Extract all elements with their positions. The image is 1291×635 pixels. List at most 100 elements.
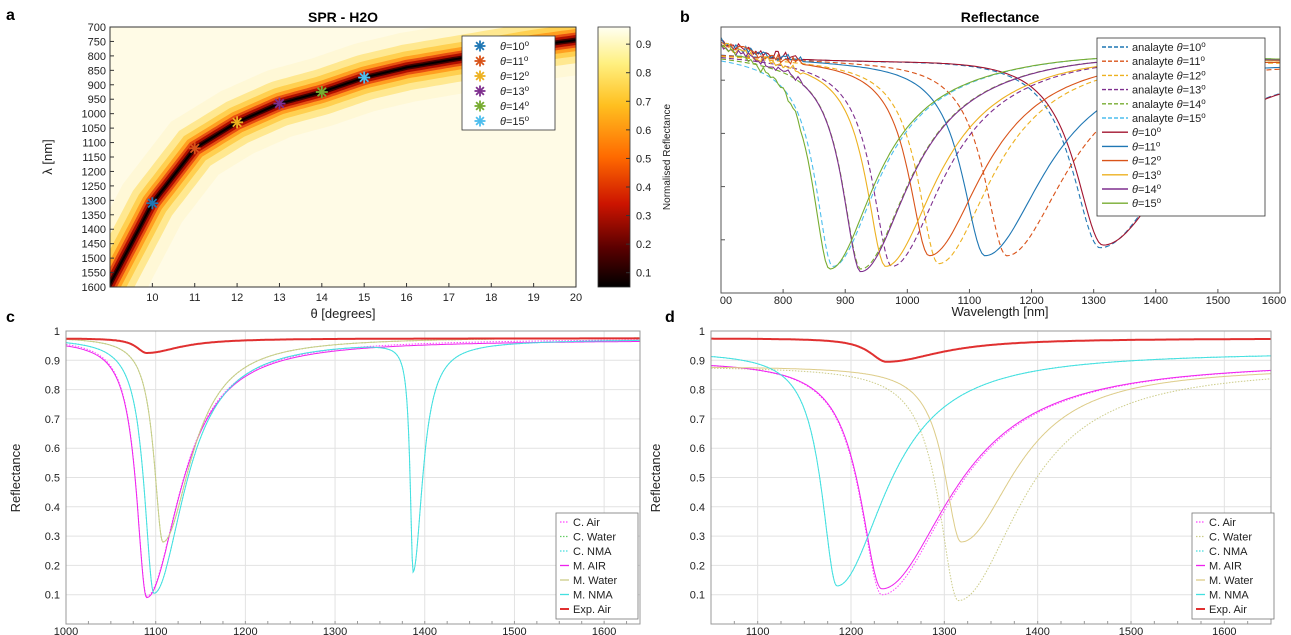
panel-c-reflectance: 0.1 0.2 0.3 0.4 0.5 0.6 0.7 0.8 0.9 1 1000 1100 120… bbox=[8, 326, 641, 635]
legend-label: C. Water bbox=[573, 532, 616, 544]
panel-label-c: c bbox=[6, 309, 15, 326]
series-line bbox=[711, 366, 1271, 543]
legend-label: analayte θ=14o bbox=[1132, 97, 1206, 111]
y-tick-label: 0.2 bbox=[690, 560, 705, 572]
y-tick-label: 0.8 bbox=[45, 385, 60, 397]
chart-b-xlabel: Wavelength [nm] bbox=[951, 304, 1048, 319]
colorbar-tick-label: 0.7 bbox=[636, 96, 651, 108]
series-line bbox=[66, 337, 640, 354]
legend-label: M. AIR bbox=[573, 561, 606, 573]
legend-label: θ=15o bbox=[1132, 196, 1162, 210]
star-marker bbox=[188, 142, 201, 155]
x-tick-label: 1500 bbox=[1206, 295, 1230, 307]
y-tick-label: 800 bbox=[88, 51, 106, 63]
colorbar-tick-label: 0.1 bbox=[636, 268, 651, 280]
y-tick-label: 1 bbox=[699, 326, 705, 338]
x-tick-label: 1400 bbox=[413, 626, 437, 635]
legend-star bbox=[474, 115, 486, 127]
chart-d-frame bbox=[710, 330, 1272, 625]
y-tick-label: 0.9 bbox=[690, 355, 705, 367]
legend-label: M. NMA bbox=[1209, 590, 1249, 602]
legend-star bbox=[474, 55, 486, 67]
chart-c-ylabel: Reflectance bbox=[8, 444, 23, 513]
x-tick-label: 12 bbox=[231, 292, 243, 304]
legend-star bbox=[474, 85, 486, 97]
chart-c-y-ticks: 0.1 0.2 0.3 0.4 0.5 0.6 0.7 0.8 0.9 1 bbox=[45, 326, 60, 602]
chart-d-ylabel: Reflectance bbox=[648, 444, 663, 513]
legend-label: C. Air bbox=[573, 517, 600, 529]
series-line bbox=[711, 337, 1271, 363]
y-tick-label: 0.7 bbox=[45, 414, 60, 426]
legend-label: analayte θ=12o bbox=[1132, 68, 1206, 82]
star-marker bbox=[273, 97, 286, 110]
legend-label: M. Water bbox=[1209, 575, 1254, 587]
legend-label: θ=12o bbox=[1132, 154, 1162, 168]
x-tick-label: 1000 bbox=[895, 295, 919, 307]
colorbar-tick-label: 0.8 bbox=[636, 68, 651, 80]
y-tick-label: 0.4 bbox=[690, 502, 705, 514]
x-tick-label: 19 bbox=[528, 292, 540, 304]
x-tick-label: 18 bbox=[485, 292, 497, 304]
legend-label: analayte θ=15o bbox=[1132, 111, 1206, 125]
y-tick-label: 0.5 bbox=[690, 473, 705, 485]
y-tick-label: 1000 bbox=[82, 109, 106, 121]
chart-d-legend: C. Air C. Water C. NMA M. AIR M. Water M. NMA… bbox=[1191, 512, 1275, 620]
x-tick-label: 1600 bbox=[592, 626, 616, 635]
y-tick-label: 1400 bbox=[82, 224, 106, 236]
chart-b-title: Reflectance bbox=[961, 9, 1040, 25]
y-tick-label: 0.7 bbox=[690, 414, 705, 426]
x-tick-label: 1500 bbox=[1119, 626, 1143, 635]
y-tick-label: 0.1 bbox=[45, 590, 60, 602]
y-tick-label: 0.1 bbox=[690, 590, 705, 602]
legend-label: C. NMA bbox=[573, 546, 612, 558]
y-tick-label: 1550 bbox=[82, 268, 106, 280]
y-tick-label: 0.8 bbox=[690, 385, 705, 397]
chart-b-frame bbox=[720, 26, 1281, 294]
y-tick-label: 1500 bbox=[82, 253, 106, 265]
legend-label: θ=14o bbox=[500, 99, 530, 113]
y-tick-label: 0.9 bbox=[45, 355, 60, 367]
y-tick-label: 0.6 bbox=[690, 443, 705, 455]
y-tick-label: 1450 bbox=[82, 239, 106, 251]
y-tick-label: 0.5 bbox=[45, 473, 60, 485]
legend-label: C. NMA bbox=[1209, 546, 1248, 558]
chart-c-x-ticks: 1000 1100 1200 1300 1400 1500 1600 bbox=[54, 626, 617, 635]
chart-a-markers bbox=[146, 71, 371, 210]
y-tick-label: 1150 bbox=[82, 152, 106, 164]
series-line bbox=[711, 355, 1271, 587]
y-tick-label: 1100 bbox=[82, 138, 106, 150]
chart-c-legend: C. Air C. Water C. NMA M. AIR M. Water M. NMA… bbox=[555, 512, 639, 620]
chart-c-lines bbox=[66, 337, 640, 599]
colorbar-tick-label: 0.6 bbox=[636, 125, 651, 137]
y-tick-label: 1250 bbox=[82, 181, 106, 193]
x-tick-label: 00 bbox=[720, 295, 732, 307]
legend-label: θ=12o bbox=[500, 69, 530, 83]
series-line bbox=[721, 57, 1280, 267]
legend-label: M. NMA bbox=[573, 590, 613, 602]
panel-label-b: b bbox=[680, 9, 690, 26]
star-marker bbox=[231, 116, 244, 129]
y-tick-label: 0.2 bbox=[45, 560, 60, 572]
x-tick-label: 16 bbox=[400, 292, 412, 304]
x-tick-label: 1600 bbox=[1262, 295, 1286, 307]
legend-star bbox=[474, 40, 486, 52]
y-tick-label: 0.3 bbox=[45, 531, 60, 543]
y-tick-label: 700 bbox=[88, 22, 106, 34]
x-tick-label: 1600 bbox=[1212, 626, 1236, 635]
chart-c-frame bbox=[65, 330, 641, 625]
x-tick-label: 14 bbox=[316, 292, 328, 304]
chart-d-lines bbox=[711, 337, 1271, 602]
x-tick-label: 1100 bbox=[958, 295, 982, 307]
colorbar-tick-label: 0.5 bbox=[636, 153, 651, 165]
y-tick-label: 1050 bbox=[82, 123, 106, 135]
x-tick-label: 1100 bbox=[144, 626, 168, 635]
y-tick-label: 0.6 bbox=[45, 443, 60, 455]
chart-a-title: SPR - H2O bbox=[308, 9, 378, 25]
panel-label-a: a bbox=[6, 7, 15, 24]
legend-label: C. Air bbox=[1209, 517, 1236, 529]
x-tick-label: 800 bbox=[774, 295, 792, 307]
legend-label: analayte θ=10o bbox=[1132, 40, 1206, 54]
series-line bbox=[721, 55, 1280, 265]
legend-label: θ=10o bbox=[1132, 125, 1162, 139]
